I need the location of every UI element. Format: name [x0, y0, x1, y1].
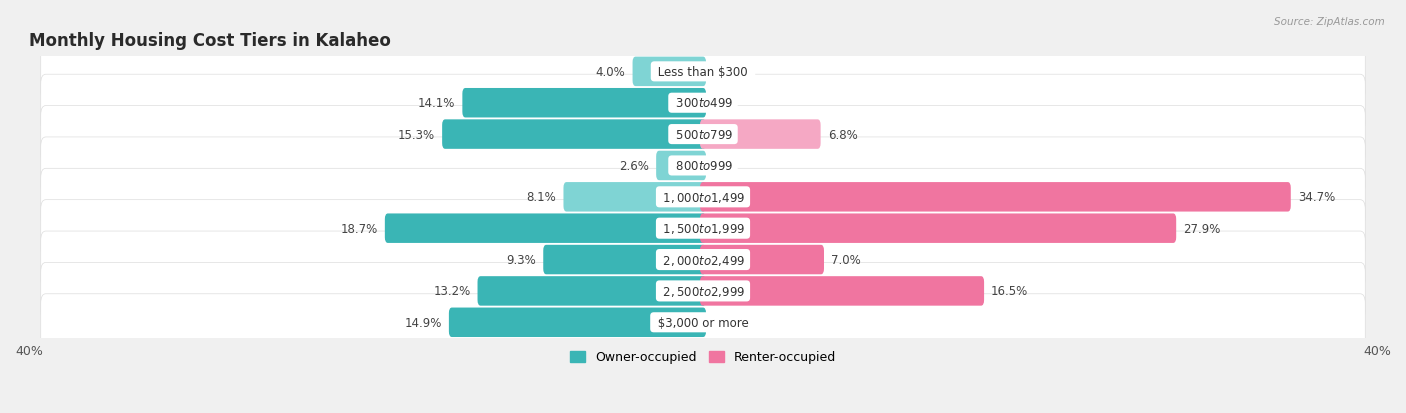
FancyBboxPatch shape: [633, 57, 706, 87]
Text: $3,000 or more: $3,000 or more: [654, 316, 752, 329]
Text: $1,000 to $1,499: $1,000 to $1,499: [659, 190, 747, 204]
Text: 7.0%: 7.0%: [831, 254, 860, 266]
Text: Source: ZipAtlas.com: Source: ZipAtlas.com: [1274, 17, 1385, 26]
FancyBboxPatch shape: [449, 308, 706, 337]
FancyBboxPatch shape: [700, 120, 821, 150]
FancyBboxPatch shape: [700, 214, 1177, 243]
Text: $1,500 to $1,999: $1,500 to $1,999: [659, 222, 747, 235]
Text: 27.9%: 27.9%: [1184, 222, 1220, 235]
Text: $300 to $499: $300 to $499: [672, 97, 734, 110]
Text: 18.7%: 18.7%: [340, 222, 378, 235]
Text: 15.3%: 15.3%: [398, 128, 434, 141]
FancyBboxPatch shape: [700, 245, 824, 275]
Text: $500 to $799: $500 to $799: [672, 128, 734, 141]
FancyBboxPatch shape: [385, 214, 706, 243]
Text: $800 to $999: $800 to $999: [672, 159, 734, 173]
FancyBboxPatch shape: [700, 183, 1291, 212]
FancyBboxPatch shape: [41, 138, 1365, 195]
Text: 16.5%: 16.5%: [991, 285, 1028, 298]
FancyBboxPatch shape: [657, 151, 706, 181]
Text: 6.8%: 6.8%: [828, 128, 858, 141]
FancyBboxPatch shape: [41, 263, 1365, 320]
FancyBboxPatch shape: [41, 231, 1365, 288]
FancyBboxPatch shape: [41, 169, 1365, 226]
FancyBboxPatch shape: [41, 75, 1365, 132]
Text: $2,000 to $2,499: $2,000 to $2,499: [659, 253, 747, 267]
Text: 14.1%: 14.1%: [418, 97, 456, 110]
FancyBboxPatch shape: [441, 120, 706, 150]
FancyBboxPatch shape: [700, 277, 984, 306]
Text: Less than $300: Less than $300: [654, 66, 752, 78]
Text: 4.0%: 4.0%: [596, 66, 626, 78]
Text: 13.2%: 13.2%: [433, 285, 471, 298]
FancyBboxPatch shape: [478, 277, 706, 306]
FancyBboxPatch shape: [564, 183, 706, 212]
Text: $2,500 to $2,999: $2,500 to $2,999: [659, 284, 747, 298]
FancyBboxPatch shape: [41, 106, 1365, 163]
Legend: Owner-occupied, Renter-occupied: Owner-occupied, Renter-occupied: [565, 346, 841, 368]
Text: 2.6%: 2.6%: [619, 159, 650, 173]
Text: Monthly Housing Cost Tiers in Kalaheo: Monthly Housing Cost Tiers in Kalaheo: [30, 31, 391, 50]
FancyBboxPatch shape: [543, 245, 706, 275]
FancyBboxPatch shape: [41, 294, 1365, 351]
FancyBboxPatch shape: [463, 89, 706, 118]
FancyBboxPatch shape: [41, 200, 1365, 257]
Text: 8.1%: 8.1%: [527, 191, 557, 204]
Text: 14.9%: 14.9%: [405, 316, 441, 329]
Text: 34.7%: 34.7%: [1298, 191, 1336, 204]
FancyBboxPatch shape: [41, 44, 1365, 101]
Text: 9.3%: 9.3%: [506, 254, 536, 266]
